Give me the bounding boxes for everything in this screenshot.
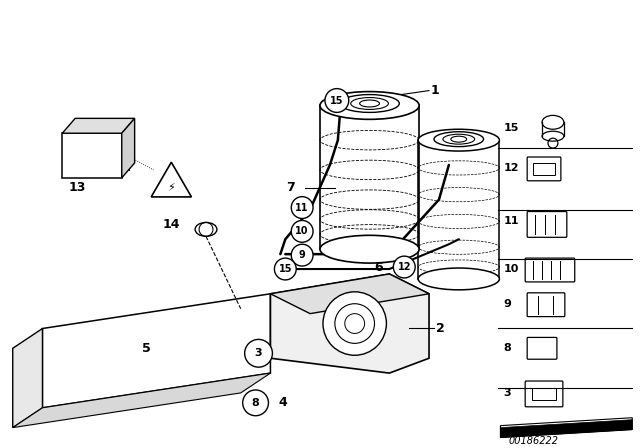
Text: 12: 12 [504,163,519,173]
Polygon shape [271,274,429,314]
Text: 3: 3 [504,388,511,398]
Text: 5: 5 [142,342,151,355]
Polygon shape [42,294,271,408]
Text: 11: 11 [504,216,519,226]
Polygon shape [13,373,271,428]
Text: 12: 12 [397,262,411,272]
Ellipse shape [320,91,419,119]
Text: 6: 6 [374,261,383,274]
Text: 4: 4 [278,396,287,409]
Text: 15: 15 [330,95,344,106]
Circle shape [394,256,415,278]
Text: 9: 9 [299,250,305,260]
Ellipse shape [418,129,499,151]
Text: 11: 11 [296,202,309,212]
Text: 9: 9 [504,299,511,309]
Polygon shape [122,118,134,178]
Ellipse shape [418,268,499,290]
Polygon shape [500,420,632,438]
Text: 1: 1 [431,84,440,97]
Circle shape [325,89,349,112]
Ellipse shape [195,223,217,236]
Text: 10: 10 [296,226,309,237]
Circle shape [243,390,268,416]
Bar [532,388,556,400]
Polygon shape [62,118,134,133]
Polygon shape [151,162,191,197]
Polygon shape [62,133,122,178]
Text: 00186222: 00186222 [508,435,558,445]
Text: 15: 15 [278,264,292,274]
Text: 7: 7 [287,181,295,194]
Ellipse shape [320,235,419,263]
Ellipse shape [434,132,484,146]
Circle shape [323,292,387,355]
Circle shape [291,244,313,266]
Text: 3: 3 [255,348,262,358]
Polygon shape [13,328,42,428]
Bar [533,163,555,175]
Text: 8: 8 [252,398,259,408]
Ellipse shape [340,95,399,112]
Circle shape [275,258,296,280]
Text: 10: 10 [504,264,519,274]
Circle shape [291,197,313,219]
Text: 8: 8 [504,343,511,353]
Text: 15: 15 [504,123,519,133]
Circle shape [291,220,313,242]
Text: 13: 13 [68,181,86,194]
Text: 2: 2 [436,322,445,335]
Text: ⚡: ⚡ [168,183,175,193]
Text: 14: 14 [163,218,180,231]
Circle shape [244,340,273,367]
Polygon shape [271,274,429,373]
